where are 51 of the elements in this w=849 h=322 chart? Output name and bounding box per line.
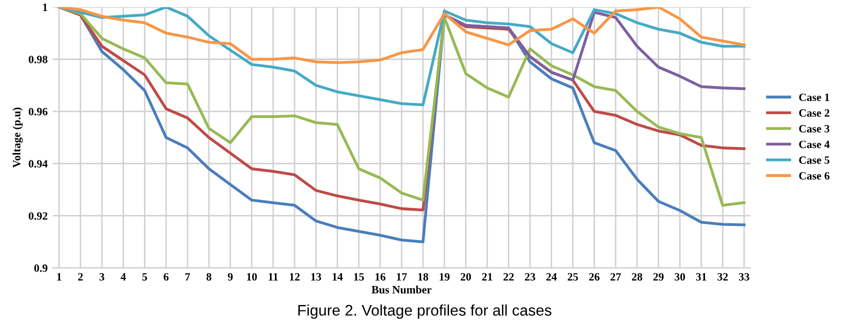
x-tick-label: 33 — [738, 273, 750, 281]
x-tick-label: 9 — [228, 273, 233, 281]
legend-label: Case 4 — [799, 140, 830, 148]
x-tick-label: 18 — [418, 273, 428, 281]
x-tick-label: 3 — [100, 273, 104, 281]
x-tick-label: 15 — [354, 273, 364, 281]
legend-label: Case 5 — [799, 156, 830, 164]
x-tick-label: 13 — [311, 273, 322, 281]
x-tick-label: 27 — [610, 273, 621, 280]
y-tick-label: 0.92 — [28, 212, 48, 220]
x-tick-label: 12 — [290, 273, 300, 280]
x-tick-label: 23 — [524, 273, 536, 281]
y-axis-title: Voltage (p.u) — [12, 108, 23, 168]
x-tick-label: 21 — [482, 273, 492, 280]
x-tick-label: 17 — [396, 273, 407, 280]
caption: Figure 2. Voltage profiles for all cases — [298, 304, 552, 319]
x-tick-label: 10 — [247, 273, 257, 281]
y-tick-label: 0.9 — [34, 264, 48, 272]
x-tick-label: 16 — [376, 273, 386, 281]
x-tick-label: 2 — [78, 273, 83, 280]
x-tick-label: 1 — [57, 273, 62, 280]
x-tick-label: 29 — [653, 273, 664, 281]
x-tick-label: 7 — [185, 273, 190, 280]
line-series — [58, 7, 746, 64]
legend-label: Case 1 — [799, 94, 830, 102]
legend-label: Case 2 — [799, 109, 830, 117]
x-tick-label: 5 — [142, 273, 148, 281]
x-tick-label: 28 — [632, 273, 642, 281]
x-tick-label: 4 — [120, 273, 126, 280]
line-series — [443, 10, 746, 90]
y-tick-label: 0.96 — [28, 108, 48, 116]
x-tick-label: 14 — [332, 273, 343, 280]
y-tick-label: 1 — [43, 4, 48, 11]
x-tick-label: 8 — [206, 273, 212, 281]
x-tick-label: 20 — [460, 273, 471, 281]
x-tick-label: 6 — [164, 273, 169, 281]
y-tick-label: 0.98 — [28, 56, 48, 64]
y-tick-label: 0.94 — [28, 160, 48, 168]
x-tick-label: 19 — [440, 273, 450, 281]
line-series — [58, 7, 746, 106]
x-tick-label: 22 — [504, 273, 514, 280]
x-tick-label: 32 — [718, 273, 728, 281]
legend-label: Case 3 — [799, 124, 830, 132]
x-tick-label: 24 — [546, 273, 557, 280]
x-tick-label: 11 — [268, 273, 278, 280]
x-tick-label: 31 — [696, 273, 706, 281]
x-tick-label: 30 — [674, 273, 686, 281]
x-tick-label: 25 — [568, 273, 578, 281]
x-tick-label: 26 — [589, 273, 600, 281]
x-axis-title: Bus Number — [372, 286, 432, 294]
legend-label: Case 6 — [799, 172, 830, 180]
